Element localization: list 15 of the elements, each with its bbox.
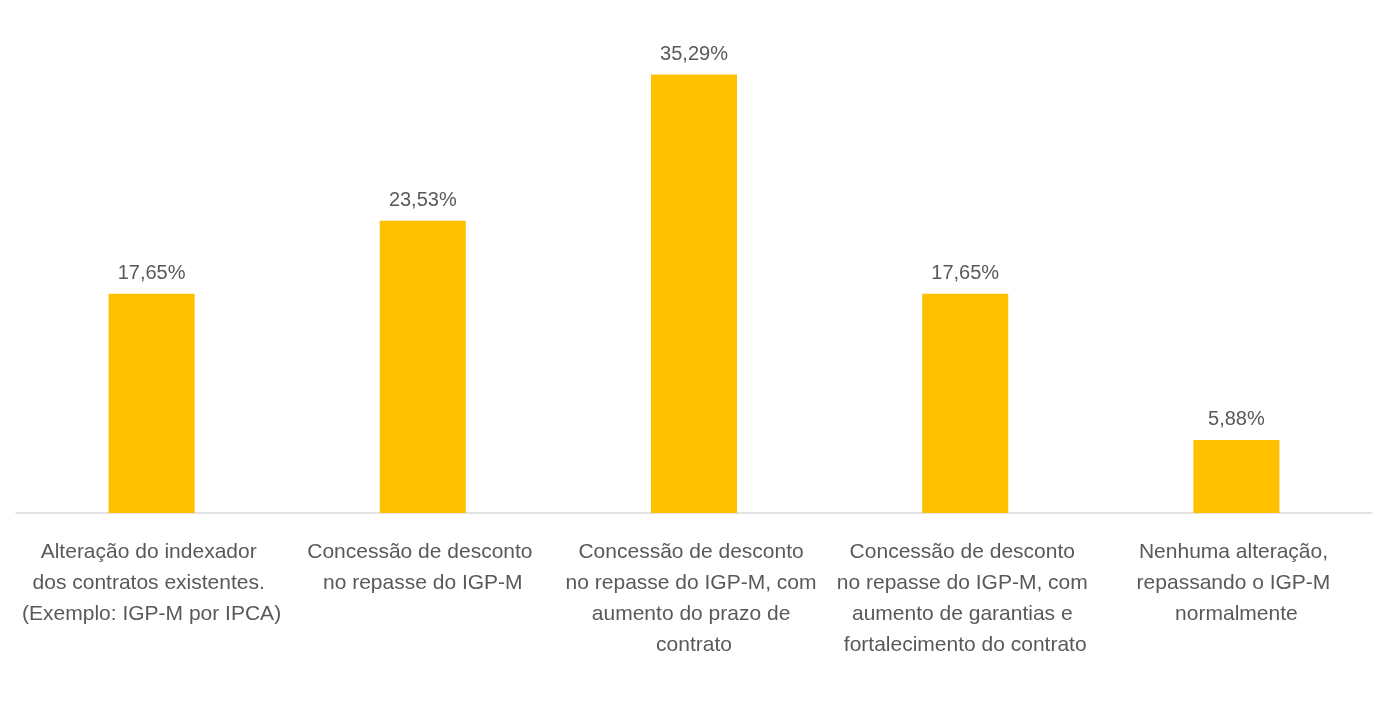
bar [108, 293, 195, 513]
data-label: 23,53% [388, 187, 457, 210]
data-label: 17,65% [931, 260, 1000, 283]
x-tick-label: Nenhuma alteração, repassando o IGP-M normalmente [1136, 539, 1337, 624]
data-label: 17,65% [117, 260, 186, 283]
x-tick-label: Concessão de desconto no repasse do IGP-M, com aumento de garantias e fortalecimento do contrato [836, 539, 1094, 655]
bar [651, 74, 737, 513]
bar [1193, 439, 1280, 513]
data-label: 5,88% [1208, 406, 1265, 429]
x-tick-label: Concessão de desconto no repasse do IGP-M, com aumento do prazo de contrato [565, 539, 823, 655]
bar [379, 220, 466, 513]
x-tick-label: Concessão de desconto no repasse do IGP-M [307, 539, 539, 593]
data-label: 35,29% [660, 41, 729, 64]
x-tick-label: Alteração do indexador dos contratos existentes. (Exemplo: IGP-M por IPCA) [22, 539, 282, 624]
bar [922, 293, 1009, 513]
